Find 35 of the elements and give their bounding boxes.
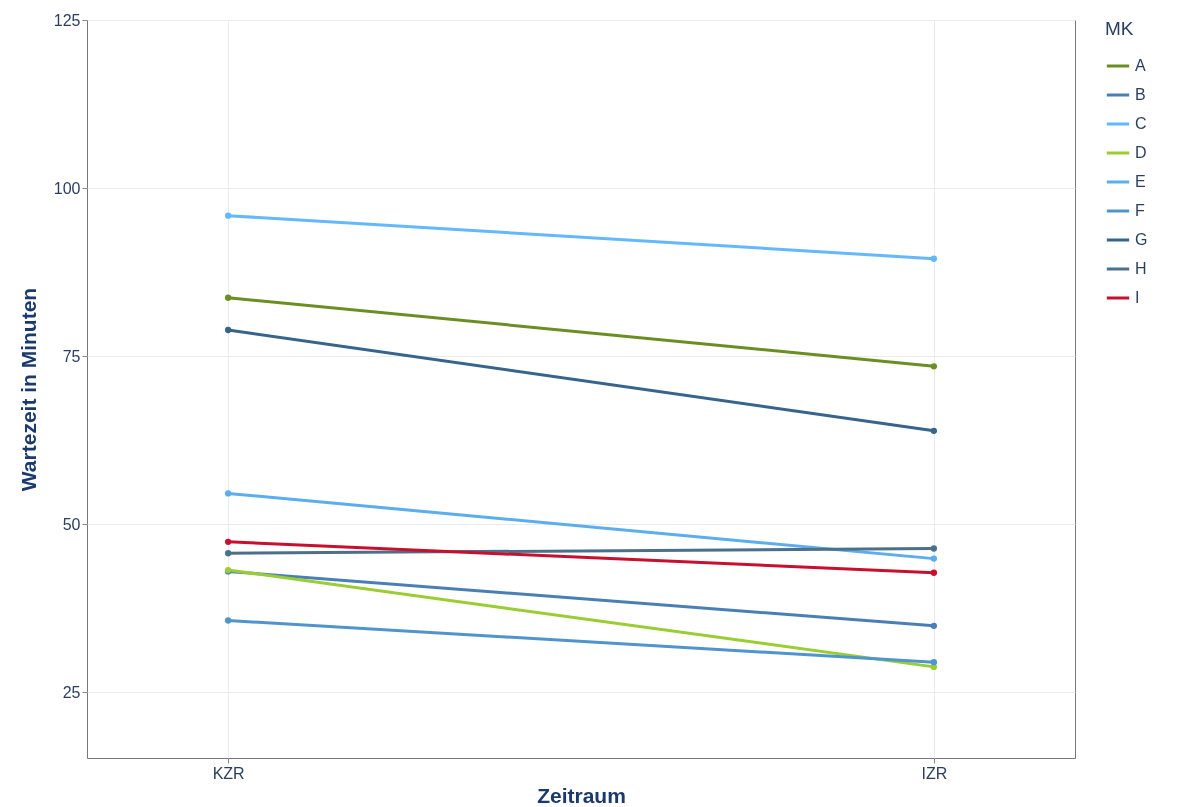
point (224, 617, 232, 624)
point (930, 255, 938, 262)
legend-label: F (1135, 202, 1145, 219)
legend-label: H (1135, 260, 1147, 277)
legend-title: MK (1105, 18, 1134, 39)
y-tick-label: 25 (62, 683, 81, 701)
point (930, 363, 938, 370)
point (224, 538, 232, 545)
point (930, 427, 938, 435)
legend-label: A (1135, 57, 1146, 74)
x-tick-label: KZR (212, 764, 245, 782)
y-tick-label: 75 (62, 347, 81, 365)
y-axis-title: Wartezeit in Minuten (16, 287, 40, 492)
point (224, 326, 232, 334)
y-tick-label: 125 (53, 11, 81, 29)
legend-label: G (1135, 231, 1148, 248)
legend-label: D (1135, 144, 1147, 161)
point (930, 555, 938, 562)
point (930, 569, 938, 576)
point (930, 663, 938, 671)
y-tick-label: 50 (62, 515, 81, 533)
point (930, 545, 938, 552)
legend-label: C (1135, 115, 1147, 132)
point (930, 622, 938, 630)
x-tick-label: IZR (921, 764, 948, 782)
point (224, 490, 232, 497)
point (224, 294, 232, 301)
y-tick-label: 100 (53, 179, 81, 197)
point (224, 550, 232, 557)
legend-label: I (1135, 289, 1140, 306)
point (930, 659, 938, 666)
point (224, 212, 232, 219)
legend-label: E (1135, 173, 1146, 190)
x-axis-title: Zeitraum (537, 783, 626, 807)
legend-label: B (1135, 86, 1146, 103)
